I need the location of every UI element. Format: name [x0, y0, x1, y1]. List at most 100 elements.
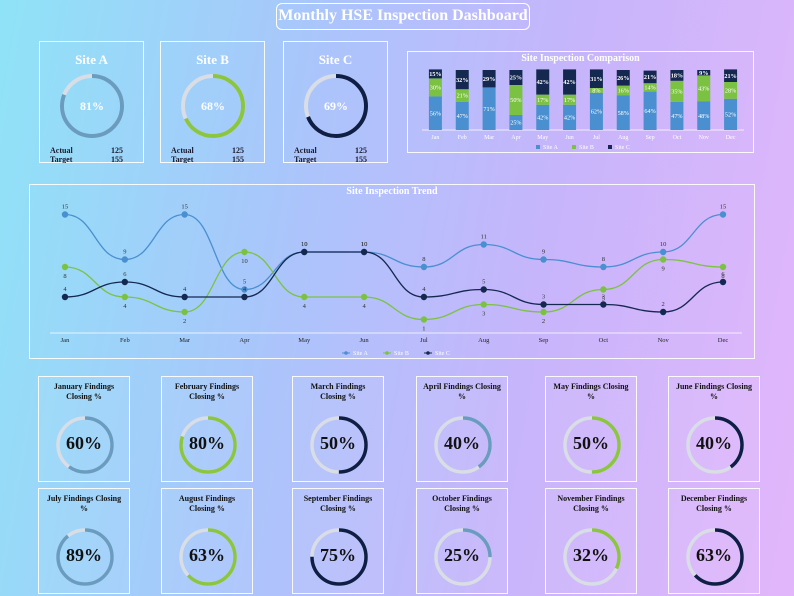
data-label: 1 — [422, 326, 425, 333]
findings-percent: 60% — [66, 433, 102, 453]
bar-segment — [697, 70, 711, 76]
findings-gauge-arc — [434, 416, 492, 474]
site-b-gauge: 68% — [181, 74, 245, 138]
data-point — [121, 256, 129, 263]
x-tick-label: Jan — [61, 337, 70, 344]
bar-data-label: 8% — [592, 88, 600, 95]
bar-data-label: 21% — [644, 74, 656, 81]
bar-segment — [589, 88, 603, 93]
data-label: 3 — [602, 294, 605, 301]
site-gauge-arc — [60, 74, 124, 138]
findings-card: August Findings Closing % 63% — [161, 488, 253, 594]
comparison-chart: 56% 30% 15% Jan 47% 21% 32% Feb 71% 29% Mar 25% 50% 2… — [422, 69, 744, 151]
data-point — [241, 248, 248, 256]
data-point — [600, 286, 607, 293]
bar-segment — [482, 87, 496, 130]
data-label: 9 — [662, 266, 665, 273]
x-tick-label: Jan — [431, 135, 439, 141]
bar-segment — [724, 82, 738, 99]
data-point — [659, 308, 667, 316]
data-label: 10 — [660, 241, 667, 248]
findings-gauge — [563, 528, 621, 586]
data-label: 3 — [482, 311, 485, 318]
data-point — [241, 286, 248, 293]
findings-gauge-arc — [56, 416, 114, 474]
bar-segment — [724, 98, 738, 130]
legend-label: Site A — [353, 351, 369, 357]
bar-segment — [670, 70, 684, 81]
bar-segment — [724, 69, 738, 82]
bar-segment — [536, 104, 550, 130]
x-tick-label: Apr — [239, 337, 250, 344]
site-card-b: Site B 68% Actual 125 Target 155 — [160, 41, 265, 163]
bar-data-label: 47% — [671, 113, 682, 120]
findings-card: June Findings Closing % 40% — [668, 376, 760, 482]
data-point — [540, 308, 547, 316]
actual-value: 125 — [111, 146, 123, 155]
actual-label: Actual — [50, 146, 73, 155]
bar-segment — [643, 83, 657, 92]
x-tick-label: Mar — [179, 337, 191, 344]
data-label: 10 — [241, 258, 248, 265]
legend-label: Site C — [615, 145, 630, 151]
bar-data-label: 16% — [618, 88, 629, 95]
data-point — [719, 278, 727, 286]
findings-card-title: May Findings Closing % — [553, 382, 629, 401]
findings-gauge — [179, 528, 237, 586]
data-label: 15 — [62, 204, 69, 211]
findings-gauge-arc — [56, 528, 114, 586]
x-tick-label: Oct — [599, 337, 609, 344]
bar-segment — [428, 96, 442, 130]
bar-segment — [428, 69, 442, 79]
data-point — [420, 293, 428, 301]
bar-data-label: 28% — [725, 88, 736, 95]
target-label: Target — [294, 155, 317, 163]
data-point — [480, 286, 487, 293]
data-label: 2 — [662, 301, 665, 308]
bar-data-label: 9% — [699, 70, 708, 77]
x-tick-label: Dec — [718, 337, 729, 344]
findings-card: December Findings Closing % 63% — [668, 488, 760, 594]
findings-card: February Findings Closing % 80% — [161, 376, 253, 482]
findings-gauge-arc — [686, 416, 744, 474]
bar-data-label: 31% — [590, 76, 602, 83]
bar-segment — [563, 94, 577, 105]
data-point — [301, 248, 308, 256]
findings-gauge — [310, 416, 368, 474]
bar-segment — [563, 69, 577, 95]
data-label: 4 — [123, 303, 127, 310]
findings-card: January Findings Closing % 60% — [38, 376, 130, 482]
findings-card-title: January Findings Closing % — [53, 382, 115, 401]
data-label: 11 — [481, 234, 487, 241]
data-point — [121, 278, 129, 286]
bar-segment — [509, 85, 523, 115]
bar-data-label: 26% — [617, 75, 629, 82]
trend-chart-panel: Site Inspection Trend 15 9 15 5 10 10 8 11 9 8 10 1… — [29, 184, 755, 359]
data-label: 9 — [542, 249, 545, 256]
target-value: 155 — [232, 155, 244, 163]
site-gauge-arc — [181, 74, 245, 138]
legend-marker — [426, 351, 430, 355]
data-label: 4 — [422, 286, 426, 293]
bar-segment — [536, 94, 550, 105]
series-line — [64, 213, 724, 291]
site-gauge-value: 68% — [201, 99, 225, 113]
site-gauge-value: 69% — [324, 99, 348, 113]
data-label: 8 — [422, 256, 425, 263]
data-label: 8 — [721, 273, 724, 280]
data-point — [659, 256, 667, 263]
data-point — [420, 316, 428, 323]
target-value: 155 — [111, 155, 123, 163]
findings-card: July Findings Closing % 89% — [38, 488, 130, 594]
data-label: 4 — [362, 303, 366, 310]
legend-label: Site B — [394, 351, 409, 357]
findings-percent: 50% — [320, 433, 356, 453]
bar-segment — [697, 101, 711, 130]
findings-percent: 63% — [189, 545, 225, 565]
findings-card: September Findings Closing % 75% — [292, 488, 384, 594]
data-point — [121, 293, 129, 301]
findings-card-title: September Findings Closing % — [303, 494, 373, 513]
data-point — [480, 301, 487, 308]
x-tick-label: Sep — [539, 337, 549, 344]
bar-data-label: 52% — [725, 112, 736, 119]
